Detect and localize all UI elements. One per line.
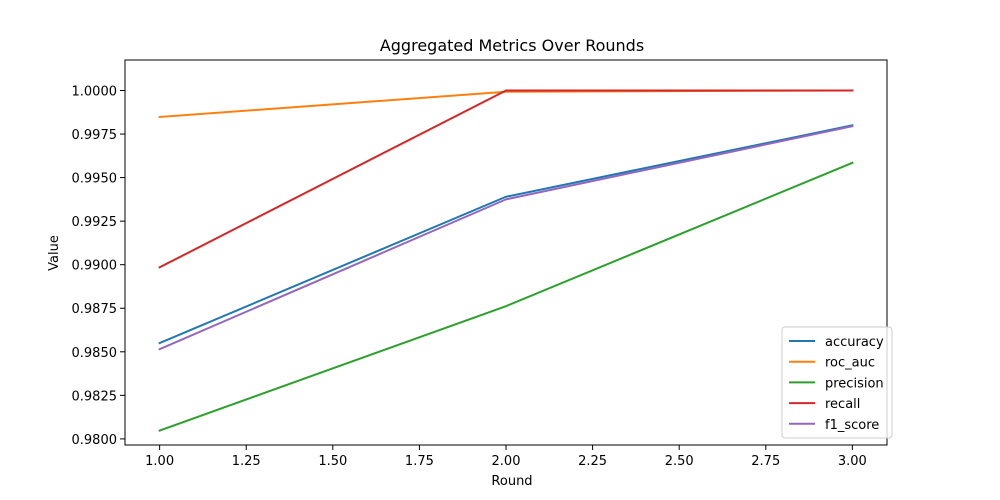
y-axis: 0.9800 0.9825 0.9850 0.9875 0.9900 0.9925 0.99…	[72, 84, 125, 448]
legend-box	[781, 326, 893, 439]
y-tick-label: 1.0000	[72, 84, 118, 99]
y-tick-label: 0.9800	[72, 433, 118, 448]
x-tick-label: 1.50	[318, 454, 347, 469]
x-axis-label: Round	[491, 474, 532, 489]
x-tick-label: 1.00	[145, 454, 174, 469]
y-axis-label: Value	[47, 235, 62, 271]
legend-label-recall: recall	[825, 397, 860, 412]
x-tick-label: 3.00	[838, 454, 867, 469]
y-tick-label: 0.9950	[72, 172, 118, 187]
x-axis: 1.00 1.25 1.50 1.75 2.00 2.25 2.50 2.75 3.00	[145, 445, 867, 469]
y-tick-label: 0.9975	[72, 128, 118, 143]
legend: accuracy roc_auc precision recall f1_score	[781, 326, 893, 439]
x-tick-label: 1.75	[405, 454, 434, 469]
x-tick-label: 1.25	[232, 454, 261, 469]
series-line-recall	[158, 89, 854, 269]
y-tick-label: 0.9850	[72, 346, 118, 361]
series-line-f1-score	[158, 125, 854, 351]
chart-title: Aggregated Metrics Over Rounds	[380, 36, 644, 55]
x-tick-label: 2.75	[751, 454, 780, 469]
y-tick-label: 0.9900	[72, 259, 118, 274]
legend-label-f1-score: f1_score	[825, 418, 879, 433]
series-line-accuracy	[158, 124, 854, 345]
y-tick-label: 0.9925	[72, 215, 118, 230]
y-tick-label: 0.9875	[72, 302, 118, 317]
series-line-precision	[158, 161, 854, 432]
x-tick-label: 2.50	[665, 454, 694, 469]
y-tick-label: 0.9825	[72, 389, 118, 404]
legend-items: accuracy roc_auc precision recall f1_score	[789, 335, 884, 433]
x-tick-label: 2.25	[578, 454, 607, 469]
series-layer	[158, 89, 854, 432]
legend-label-roc-auc: roc_auc	[825, 356, 875, 371]
legend-label-accuracy: accuracy	[825, 335, 884, 350]
legend-label-precision: precision	[825, 376, 884, 391]
x-tick-label: 2.00	[492, 454, 521, 469]
